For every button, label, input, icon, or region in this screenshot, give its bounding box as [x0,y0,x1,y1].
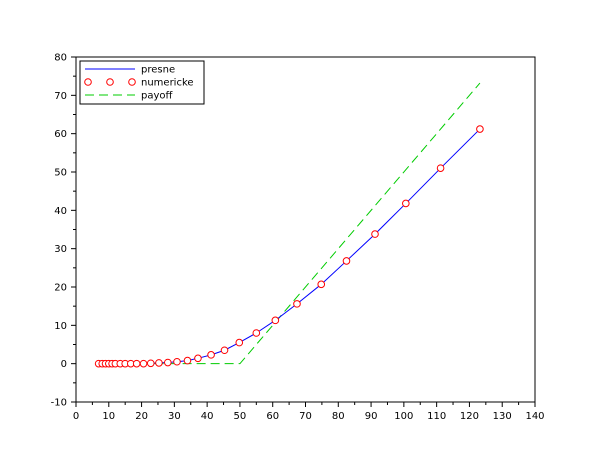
series-numericke-point [132,359,141,368]
series-numericke-point [476,125,484,133]
series-numericke-point [164,358,172,367]
series-numericke-point [252,329,261,337]
x-tick-label: 40 [201,411,214,422]
series-numericke-point [173,357,181,366]
legend-swatch-numericke [106,78,114,86]
series-numericke-point [371,230,379,238]
x-tick-label: 0 [73,411,79,422]
series-numericke-point [146,359,155,368]
y-tick-label: 80 [54,53,67,64]
series-numericke-point [436,164,445,172]
x-tick-label: 130 [493,411,512,422]
x-tick-label: 120 [460,411,479,422]
series-numericke-point [220,346,229,355]
legend-box [79,60,205,105]
x-tick-label: 80 [332,411,345,422]
y-tick-label: -10 [51,398,67,409]
y-tick-label: 30 [54,244,67,255]
x-tick-label: 110 [427,411,446,422]
legend: presne numericke payoff [79,60,205,105]
legend-label-payoff: payoff [141,91,174,102]
y-tick-label: 20 [54,283,67,294]
series-numericke-point [207,351,215,359]
series-numericke-point [139,359,148,368]
y-tick-label: 0 [61,359,67,370]
series-numericke-point [271,316,280,325]
legend-swatch-numericke [128,78,136,86]
y-tick-label: 60 [54,129,67,140]
y-tick-label: 50 [54,168,67,179]
series-numericke-point [183,356,192,365]
x-tick-label: 20 [135,411,148,422]
x-tick-label: 90 [365,411,378,422]
legend-label-numericke: numericke [141,78,194,89]
series-numericke-point [317,280,326,289]
y-tick-label: 40 [54,206,67,217]
series-numericke-point [155,359,163,367]
series-numericke-point [402,199,410,208]
x-tick-label: 100 [394,411,413,422]
series-numericke-point [293,300,301,308]
plot-area [94,82,484,368]
x-tick-label: 30 [168,411,181,422]
series-numericke-point [235,338,244,347]
x-tick-label: 60 [266,411,279,422]
x-tick-label: 140 [525,411,544,422]
y-tick-label: 10 [54,321,67,332]
x-tick-label: 70 [299,411,312,422]
series-numericke-point [342,257,351,265]
legend-swatch-numericke [84,78,92,86]
x-tick-label: 50 [234,411,247,422]
x-tick-label: 10 [102,411,115,422]
series-numericke-point [194,354,202,363]
legend-label-presne: presne [141,65,175,76]
y-tick-label: 70 [54,91,67,102]
axes: 0 10 20 30 40 50 60 70 80 90 100 110 120 130 140 -10 0 10… [51,53,545,423]
